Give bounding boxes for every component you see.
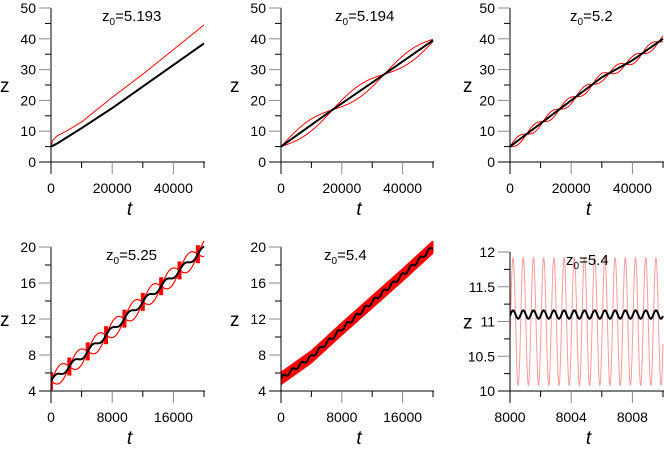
plot-area: [51, 24, 205, 148]
x-tick-label: 20000: [552, 180, 591, 196]
y-tick-label: 50: [479, 0, 495, 16]
y-axis-title: z: [230, 310, 240, 331]
x-axis-title: t: [586, 199, 592, 220]
y-tick-label: 30: [20, 62, 36, 78]
y-tick-label: 20: [479, 92, 495, 108]
y-tick-label: 16: [20, 275, 36, 291]
y-tick-label: 40: [250, 31, 266, 47]
y-tick-label: 16: [250, 275, 266, 291]
plot-area: [51, 241, 205, 391]
y-tick-label: 10: [479, 383, 495, 399]
series-red: [510, 41, 664, 147]
y-tick-label: 11: [480, 314, 495, 330]
panel-b: 0 10 20 30 40 50 0 20000 40000 t z z0=5.194: [230, 0, 434, 220]
y-tick-label: 12: [20, 311, 36, 327]
x-tick-label: 0: [277, 409, 285, 425]
x-tick-label: 40000: [613, 180, 652, 196]
panel-title: z0=5.4: [324, 247, 367, 267]
series-red: [281, 41, 434, 148]
series-black: [510, 309, 664, 320]
x-tick-label: 20000: [93, 180, 132, 196]
x-tick-label: 8000: [97, 409, 128, 425]
x-tick-label: 40000: [154, 180, 193, 196]
y-tick-label: 0: [258, 154, 266, 170]
x-tick-label: 20000: [322, 180, 361, 196]
y-axis-title: z: [230, 76, 240, 97]
y-tick-label: 20: [20, 92, 36, 108]
y-tick-label: 8: [258, 347, 266, 363]
panel-title: z0=5.2: [570, 8, 613, 28]
y-axis-title: z: [0, 310, 10, 331]
x-tick-label: 0: [47, 180, 55, 196]
y-tick-label: 50: [250, 0, 266, 16]
y-tick-label: 40: [20, 31, 36, 47]
series-black: [510, 37, 664, 148]
y-tick-label: 4: [28, 383, 36, 399]
y-axis-title: z: [463, 76, 473, 97]
x-axis-title: t: [356, 428, 362, 449]
x-tick-label: 40000: [383, 180, 422, 196]
panel-c: 0 10 20 30 40 50 0 20000 40000 t z z0=5.2: [463, 0, 664, 220]
y-tick-label: 10: [20, 123, 36, 139]
x-axis-title: t: [586, 428, 592, 449]
panel-title: z0=5.194: [335, 8, 394, 28]
y-tick-label: 11.5: [469, 279, 495, 295]
series-red: [51, 24, 205, 147]
x-tick-label: 0: [506, 180, 514, 196]
y-tick-label: 20: [250, 239, 266, 255]
y-tick-label: 12: [479, 244, 495, 260]
y-tick-label: 8: [28, 347, 36, 363]
y-tick-label: 10: [250, 123, 266, 139]
x-tick-label: 16000: [154, 409, 193, 425]
x-axis-title: t: [127, 428, 133, 449]
panel-a: 0 10 20 30 40 50 0 20000 40000 t z z0=5.193: [0, 0, 205, 220]
x-tick-label: 8008: [617, 409, 648, 425]
x-axis-title: t: [356, 199, 362, 220]
y-tick-label: 20: [20, 239, 36, 255]
series-black: [51, 42, 205, 148]
y-axis-title: z: [0, 76, 10, 97]
y-tick-label: 40: [479, 31, 495, 47]
plot-area: [510, 256, 664, 387]
y-tick-label: 10: [479, 123, 495, 139]
series-red: [510, 35, 664, 148]
x-tick-label: 8000: [494, 409, 525, 425]
x-tick-label: 0: [277, 180, 285, 196]
x-axis-title: t: [127, 199, 133, 220]
x-tick-label: 8000: [326, 409, 357, 425]
y-tick-label: 30: [479, 62, 495, 78]
y-tick-label: 30: [250, 62, 266, 78]
y-axis-title: z: [463, 313, 473, 334]
series-black: [51, 245, 205, 382]
panel-title: z0=5.25: [106, 247, 157, 267]
series-red: [281, 38, 434, 147]
y-tick-label: 50: [20, 0, 36, 16]
x-tick-label: 0: [47, 409, 55, 425]
x-tick-label: 16000: [383, 409, 422, 425]
y-tick-label: 0: [487, 154, 495, 170]
y-tick-label: 4: [258, 383, 266, 399]
panel-title: z0=5.4: [566, 252, 609, 272]
panel-e: 4 8 12 16 20 0 8000 16000 t z z0=5.4: [230, 239, 434, 449]
y-tick-label: 10.5: [468, 348, 495, 364]
x-tick-label: 8004: [556, 409, 587, 425]
y-tick-label: 20: [250, 92, 266, 108]
plot-area: [281, 38, 434, 148]
series-red: [510, 256, 664, 387]
plot-area: [281, 241, 434, 386]
panel-d: 4 8 12 16 20 0 8000 16000 t z z0=5.25: [0, 239, 205, 449]
y-tick-label: 0: [28, 154, 36, 170]
series-black: [281, 39, 434, 148]
panel-f: 10 10.5 11 11.5 12 8000 8004 8008 t z z0=5.4: [463, 244, 664, 449]
plot-area: [510, 35, 664, 148]
y-tick-label: 12: [250, 311, 266, 327]
panel-title: z0=5.193: [102, 8, 161, 28]
series-black: [281, 247, 434, 379]
